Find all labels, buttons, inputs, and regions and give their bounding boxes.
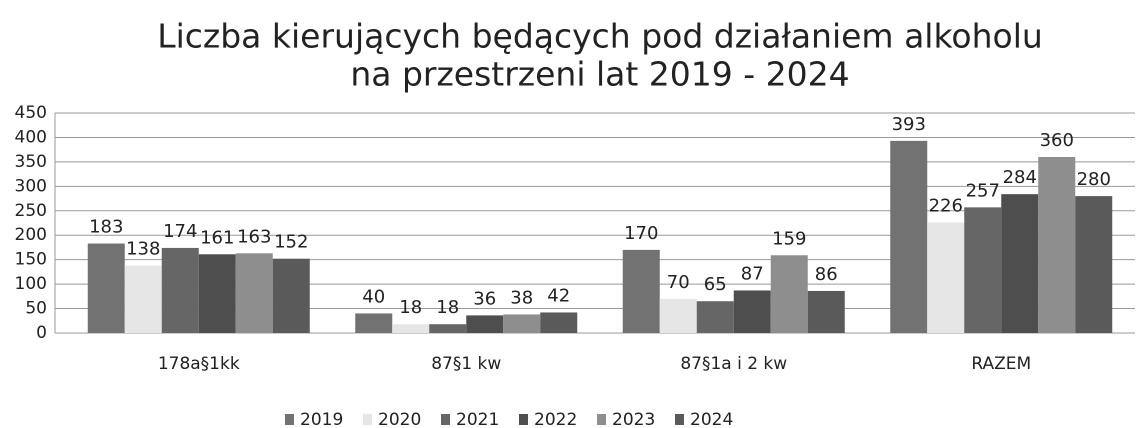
y-tick-label: 300	[15, 176, 47, 196]
bar	[1038, 157, 1076, 333]
y-tick-label: 200	[15, 225, 47, 245]
bar	[733, 290, 771, 333]
legend-swatch	[597, 414, 606, 425]
data-label: 280	[1077, 169, 1111, 190]
x-tick-label: RAZEM	[971, 354, 1031, 374]
data-label: 42	[547, 285, 570, 306]
data-label: 18	[436, 297, 459, 318]
legend-label: 2023	[612, 410, 655, 428]
bar	[503, 314, 541, 333]
data-label: 70	[667, 272, 690, 293]
legend-swatch	[285, 414, 294, 425]
bar	[235, 253, 273, 333]
chart-title: Liczba kierujących będących pod działani…	[157, 17, 1043, 56]
bar	[696, 301, 734, 333]
y-tick-label: 150	[15, 250, 47, 270]
chart-title: na przestrzeni lat 2019 - 2024	[350, 55, 849, 94]
data-label: 38	[510, 287, 533, 308]
y-tick-label: 50	[25, 299, 47, 319]
bar	[622, 249, 660, 333]
data-label: 257	[966, 180, 1000, 201]
data-label: 161	[200, 227, 234, 248]
data-label: 138	[126, 239, 160, 260]
bar	[392, 324, 430, 333]
bar	[927, 222, 965, 333]
data-label: 36	[473, 288, 496, 309]
data-label: 152	[274, 232, 308, 253]
legend-label: 2024	[690, 410, 733, 428]
y-tick-label: 250	[15, 201, 47, 221]
legend-label: 2022	[534, 410, 577, 428]
legend-swatch	[675, 414, 684, 425]
data-label: 360	[1040, 130, 1074, 151]
data-label: 393	[892, 114, 926, 135]
bar	[87, 243, 125, 333]
data-label: 284	[1003, 167, 1037, 188]
bar	[659, 298, 697, 333]
legend-label: 2019	[300, 410, 343, 428]
legend-label: 2021	[456, 410, 499, 428]
legend-swatch	[519, 414, 528, 425]
bar	[355, 313, 393, 333]
data-label: 174	[163, 221, 197, 242]
data-label: 65	[704, 274, 727, 295]
y-tick-label: 0	[36, 323, 47, 343]
data-label: 226	[929, 196, 963, 217]
data-label: 163	[237, 226, 271, 247]
y-tick-label: 400	[15, 127, 47, 147]
bar	[272, 258, 310, 333]
y-tick-label: 450	[15, 103, 47, 123]
legend-swatch	[441, 414, 450, 425]
bar	[429, 324, 467, 333]
x-tick-label: 87§1a i 2 kw	[680, 354, 787, 374]
data-label: 87	[741, 263, 764, 284]
bar	[964, 207, 1002, 333]
bar	[770, 255, 808, 333]
data-label: 170	[624, 223, 658, 244]
data-label: 40	[362, 286, 385, 307]
data-label: 86	[815, 264, 838, 285]
bar	[540, 312, 578, 333]
bar	[1001, 194, 1039, 333]
data-label: 183	[89, 217, 123, 238]
bar	[124, 265, 162, 333]
bar	[198, 254, 236, 333]
y-tick-label: 100	[15, 274, 47, 294]
bar	[890, 140, 928, 333]
bar	[807, 290, 845, 333]
data-label: 18	[399, 297, 422, 318]
x-tick-label: 178a§1kk	[158, 354, 240, 374]
data-label: 159	[772, 228, 806, 249]
bar	[1075, 196, 1113, 333]
x-tick-label: 87§1 kw	[431, 354, 501, 374]
bar	[161, 247, 199, 333]
legend-swatch	[363, 414, 372, 425]
legend-label: 2020	[378, 410, 421, 428]
bar	[466, 315, 504, 333]
y-tick-label: 350	[15, 152, 47, 172]
